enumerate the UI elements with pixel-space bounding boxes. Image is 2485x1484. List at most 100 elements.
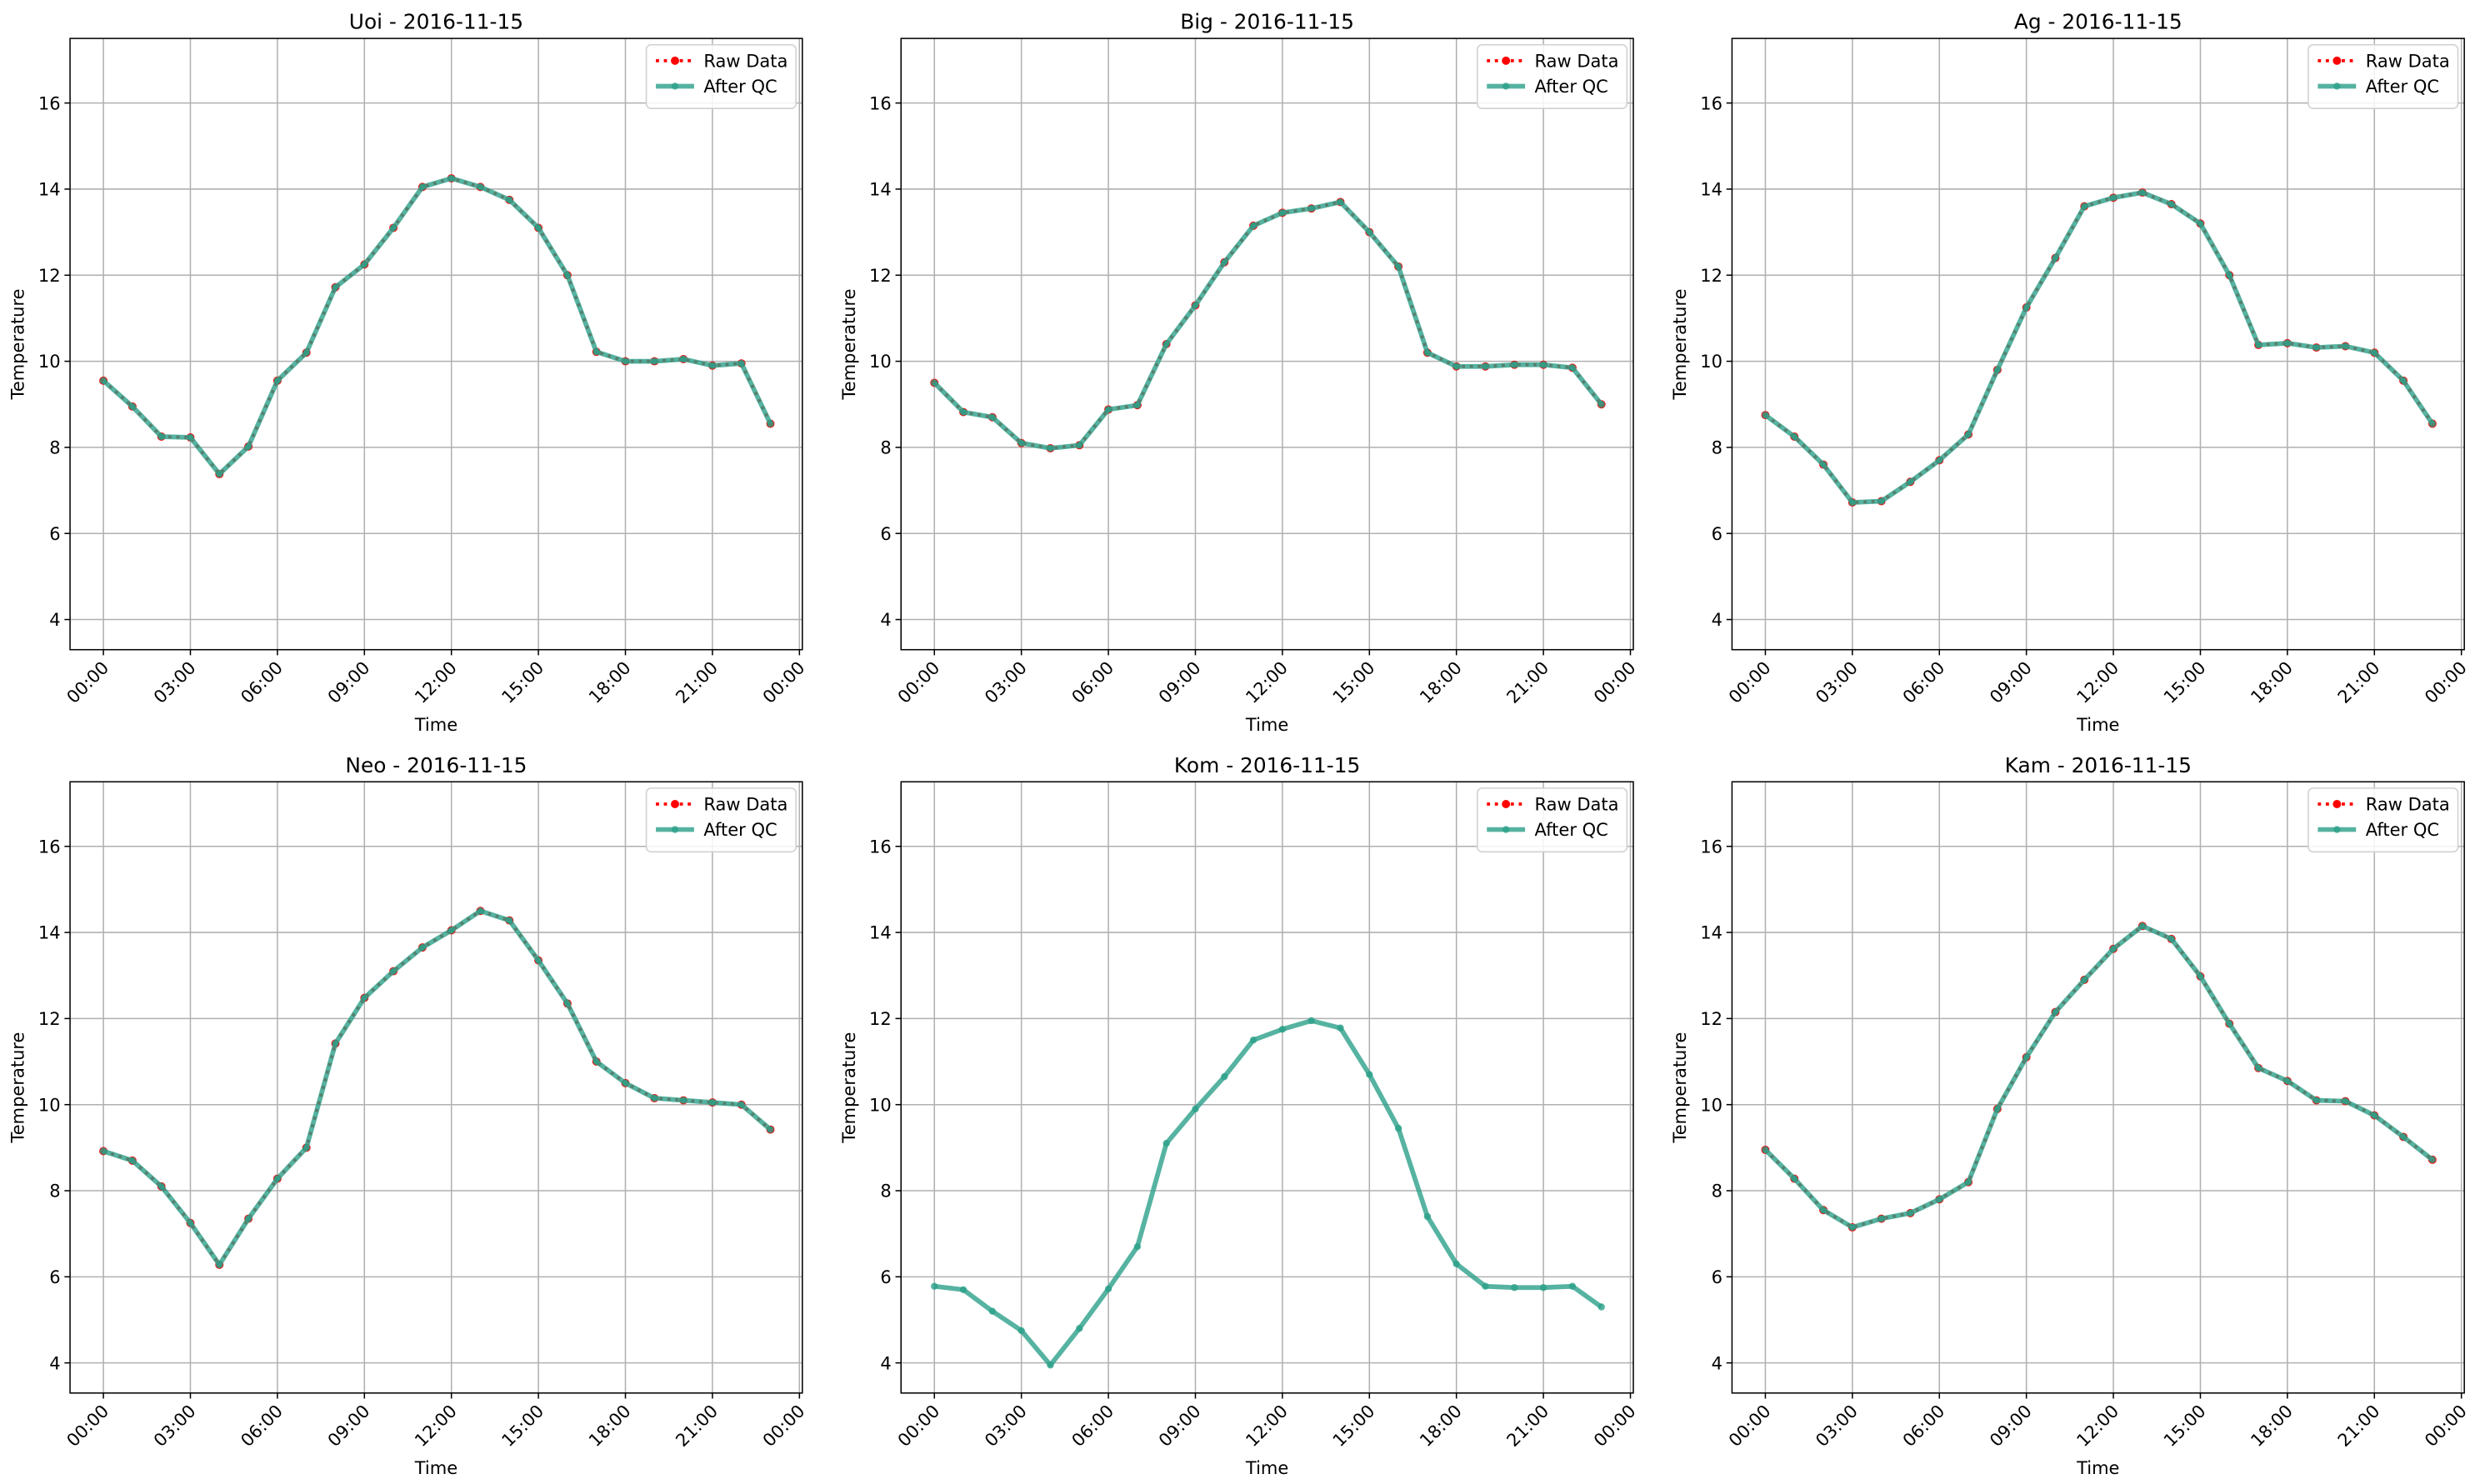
point xyxy=(931,1282,938,1290)
x-tick-label: 18:00 xyxy=(1415,657,1465,707)
point xyxy=(302,349,310,357)
legend-marker xyxy=(671,826,679,833)
point xyxy=(1047,1362,1054,1369)
y-tick-label: 16 xyxy=(1700,836,1722,857)
point xyxy=(738,1101,745,1108)
y-tick-label: 4 xyxy=(880,609,891,630)
subplot: 4 6 8 10 12 14 16 00:00 03:00 06:00 09:00 12:00 15:0… xyxy=(8,10,809,735)
x-tick-label: 18:00 xyxy=(2247,1401,2297,1451)
x-tick-label: 09:00 xyxy=(323,657,373,707)
x-tick-label: 00:00 xyxy=(893,657,943,707)
point xyxy=(1249,222,1258,230)
point xyxy=(2428,420,2437,427)
point xyxy=(651,1094,658,1102)
point xyxy=(1598,1303,1605,1311)
legend-box xyxy=(645,44,797,109)
x-axis-label: Time xyxy=(414,1457,458,1478)
point xyxy=(2428,1156,2437,1164)
y-axis-label: Temperature xyxy=(838,1032,859,1144)
point xyxy=(2052,254,2059,262)
series-line xyxy=(1763,923,2434,1230)
y-axis-label: Temperature xyxy=(838,288,859,400)
point xyxy=(1964,1178,1972,1186)
x-axis-label: Time xyxy=(2076,714,2119,735)
y-tick-label: 14 xyxy=(869,922,892,943)
y-tick-label: 10 xyxy=(38,1094,61,1115)
chart-title: Ag - 2016-11-15 xyxy=(2014,10,2182,34)
point xyxy=(1104,1285,1112,1293)
point xyxy=(1878,1215,1885,1222)
point xyxy=(1482,362,1489,370)
point xyxy=(2312,1097,2320,1104)
legend-label: Raw Data xyxy=(703,51,788,72)
point xyxy=(1308,1017,1315,1025)
legend-label: After QC xyxy=(1535,819,1608,840)
legend-marker xyxy=(2333,826,2341,833)
x-tick-label: 21:00 xyxy=(1502,657,1552,707)
point xyxy=(128,402,137,411)
point xyxy=(1791,432,1798,441)
x-axis-label: Time xyxy=(1245,714,1288,735)
point xyxy=(1366,228,1373,236)
point xyxy=(988,413,997,421)
point xyxy=(158,1182,165,1191)
x-tick-label: 12:00 xyxy=(2072,657,2122,707)
x-tick-label: 00:00 xyxy=(893,1401,943,1451)
point xyxy=(1047,444,1054,452)
y-tick-label: 10 xyxy=(869,351,892,372)
y-tick-label: 12 xyxy=(869,265,892,286)
x-tick-label: 03:00 xyxy=(149,657,199,707)
y-tick-label: 4 xyxy=(49,609,60,630)
legend-marker xyxy=(2332,800,2342,808)
point xyxy=(2254,1064,2262,1072)
y-tick-label: 8 xyxy=(1712,437,1722,458)
y-tick-label: 8 xyxy=(880,1181,891,1202)
point xyxy=(1133,402,1142,409)
point xyxy=(1511,361,1518,368)
legend-label: Raw Data xyxy=(703,794,788,815)
y-tick-label: 4 xyxy=(880,1352,891,1373)
x-tick-label: 03:00 xyxy=(980,1401,1030,1451)
point xyxy=(1539,1284,1548,1292)
chart-title: Uoi - 2016-11-15 xyxy=(349,10,523,34)
point xyxy=(1221,258,1228,266)
x-tick-label: 00:00 xyxy=(62,657,112,707)
axes-frame xyxy=(1731,781,2465,1394)
point xyxy=(1394,262,1402,271)
point xyxy=(128,1157,137,1165)
x-tick-label: 12:00 xyxy=(2072,1401,2122,1451)
legend-box xyxy=(2308,787,2459,853)
series-line xyxy=(933,1018,1603,1368)
point xyxy=(708,1098,717,1107)
x-tick-label: 09:00 xyxy=(1154,657,1204,707)
axes-frame xyxy=(900,37,1634,651)
y-tick-label: 12 xyxy=(38,265,61,286)
y-tick-label: 6 xyxy=(49,523,60,544)
point xyxy=(738,359,745,367)
x-tick-label: 00:00 xyxy=(2420,1401,2470,1451)
x-tick-label: 15:00 xyxy=(1328,1401,1378,1451)
x-axis-label: Time xyxy=(2076,1457,2119,1478)
y-tick-label: 4 xyxy=(49,1352,60,1373)
x-tick-label: 12:00 xyxy=(1242,1401,1292,1451)
chart-title: Kam - 2016-11-15 xyxy=(2005,753,2192,777)
y-tick-label: 16 xyxy=(1700,92,1722,113)
y-tick-label: 4 xyxy=(1712,1352,1722,1373)
y-axis-label: Temperature xyxy=(1669,1032,1690,1144)
point xyxy=(1018,439,1025,447)
legend-marker xyxy=(1502,82,1510,90)
point xyxy=(2399,377,2408,385)
legend-label: Raw Data xyxy=(1535,794,1619,815)
point xyxy=(2081,202,2088,210)
point xyxy=(389,967,398,975)
x-tick-label: 12:00 xyxy=(410,1401,460,1451)
point xyxy=(1762,411,1769,419)
x-tick-label: 15:00 xyxy=(1328,657,1378,707)
point xyxy=(1878,497,1885,505)
legend-label: Raw Data xyxy=(2366,794,2450,815)
point xyxy=(1993,1105,2002,1113)
legend-label: Raw Data xyxy=(2366,51,2450,72)
x-tick-label: 21:00 xyxy=(1502,1401,1552,1451)
point xyxy=(361,994,368,1002)
